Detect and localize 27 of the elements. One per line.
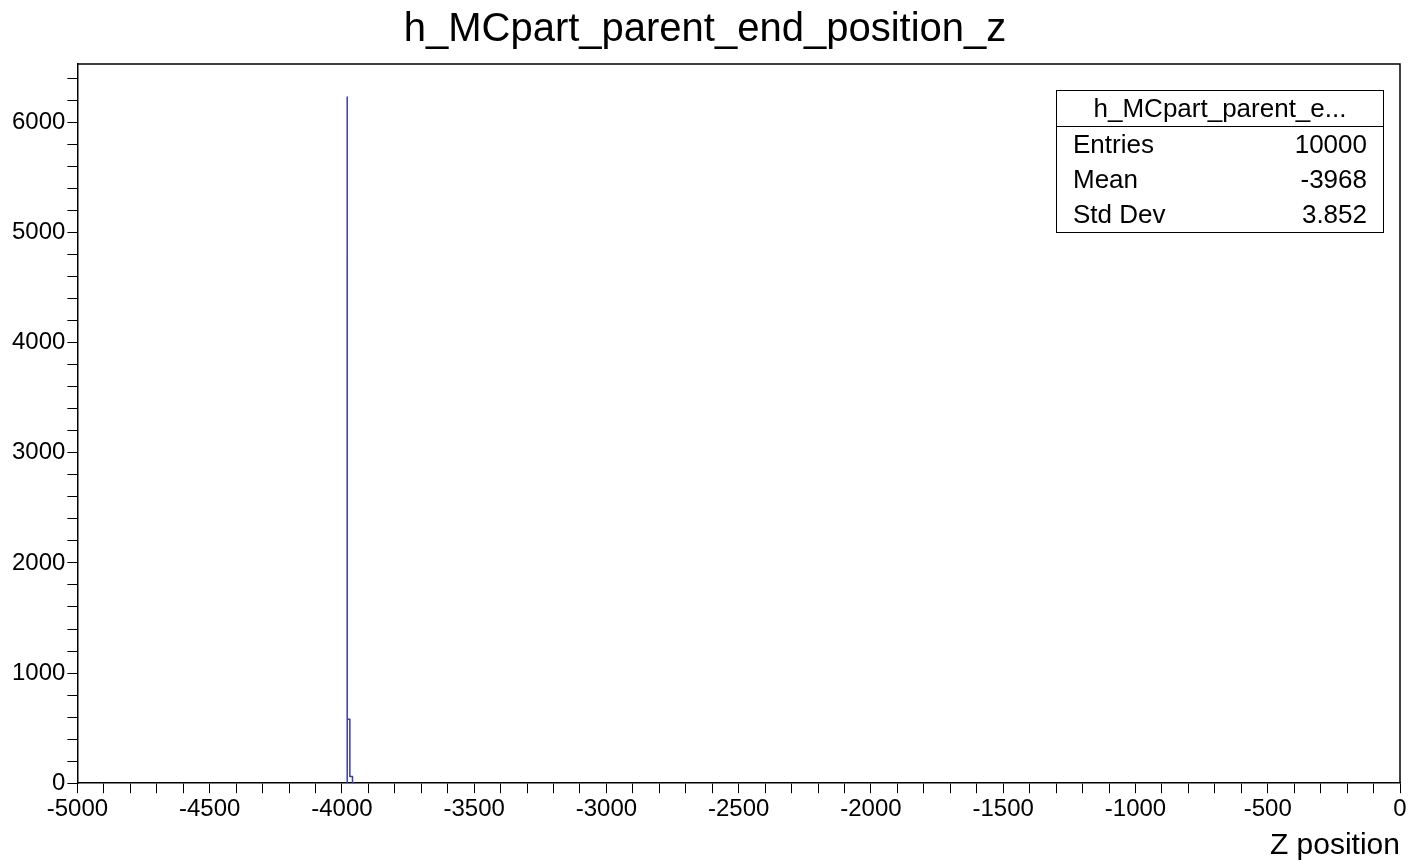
- x-tick-label: -2000: [840, 794, 902, 822]
- x-tick-label: -2500: [708, 794, 770, 822]
- y-tick-label: 5000: [12, 217, 66, 245]
- y-tick-label: 1000: [12, 657, 66, 685]
- x-tick-label: 0: [1393, 794, 1407, 822]
- x-tick-label: -3000: [575, 794, 638, 822]
- annotation: 10000: [1293, 128, 1368, 161]
- y-tick-label: 6000: [12, 107, 66, 134]
- annotation: -3968: [1299, 163, 1368, 196]
- annotation: Std Dev: [1072, 198, 1167, 231]
- annotation: Entries: [1072, 128, 1155, 161]
- y-tick-label: 4000: [12, 327, 66, 355]
- y-tick-label: 0: [52, 767, 66, 795]
- x-axis-title: Z position: [1269, 827, 1400, 861]
- x-tick-label: -500: [1243, 794, 1292, 822]
- x-tick-label: -1500: [972, 794, 1034, 822]
- x-tick-label: -3500: [443, 794, 505, 822]
- annotation: Mean: [1072, 163, 1140, 196]
- x-tick-label: -4500: [178, 794, 241, 822]
- x-tick-label: -1000: [1104, 794, 1167, 822]
- y-tick-label: 2000: [12, 547, 66, 575]
- annotation: 3.852: [1300, 198, 1368, 231]
- annotation: h_MCpart_parent_e...: [1056, 90, 1384, 127]
- x-tick-label: -4000: [311, 794, 373, 822]
- chart-title: h_MCpart_parent_end_position_z: [403, 5, 1007, 50]
- x-tick-label: -5000: [46, 794, 109, 822]
- y-tick-label: 3000: [12, 437, 66, 465]
